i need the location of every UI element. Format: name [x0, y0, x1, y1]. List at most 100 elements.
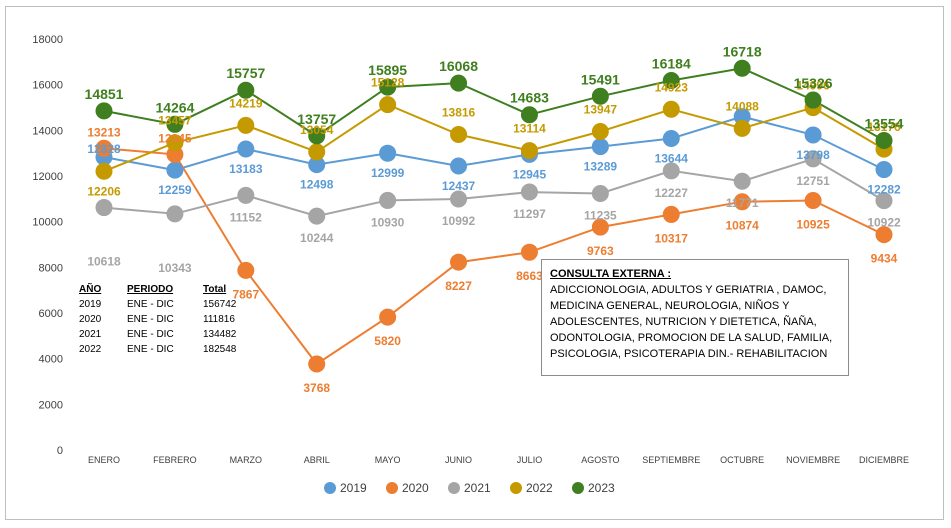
data-label-2021: 10618	[87, 255, 121, 269]
data-label-2020: 3768	[303, 381, 330, 395]
data-point-2022	[450, 126, 468, 144]
note-title: CONSULTA EXTERNA :	[550, 268, 671, 280]
data-label-2021: 11297	[513, 207, 546, 221]
data-point-2019	[166, 161, 184, 179]
y-tick-label: 18000	[32, 34, 63, 46]
data-label-2019: 12945	[513, 167, 547, 181]
data-point-2022	[95, 162, 113, 180]
y-tick-label: 6000	[39, 308, 63, 320]
data-point-2023	[733, 59, 751, 77]
data-point-2020	[95, 139, 113, 157]
data-label-2020: 10925	[796, 218, 830, 232]
note-line: PSICOLOGIA, PSICOTERAPIA DIN.- REHABILIT…	[550, 348, 828, 360]
legend-label-2022: 2022	[526, 481, 553, 495]
legend-label-2020: 2020	[402, 481, 429, 495]
data-point-2023	[520, 106, 538, 124]
series-layer	[95, 59, 893, 373]
data-point-2020	[662, 205, 680, 223]
legend-marker-2021	[448, 482, 460, 494]
data-point-2019	[379, 144, 397, 162]
data-label-2019: 12999	[371, 166, 405, 180]
data-point-2021	[450, 190, 468, 208]
x-tick-label: SEPTIEMBRE	[642, 455, 700, 465]
series-line-2020	[103, 147, 885, 366]
data-label-2019: 13798	[796, 148, 830, 162]
data-label-2020: 9763	[587, 244, 614, 258]
legend-label-2021: 2021	[464, 481, 491, 495]
data-label-2023: 13757	[297, 111, 336, 127]
x-tick-label: ENERO	[88, 455, 120, 465]
data-point-2020	[308, 355, 326, 373]
data-label-2019: 13644	[655, 151, 689, 165]
data-label-2021: 11771	[726, 196, 759, 210]
data-point-2023	[875, 132, 893, 150]
data-point-2020	[237, 261, 255, 279]
summary-total: 156742	[203, 299, 237, 310]
data-point-2020	[733, 193, 751, 211]
y-tick-label: 12000	[32, 171, 63, 183]
data-point-2019	[591, 138, 609, 156]
data-point-2023	[166, 115, 184, 133]
data-point-2020	[875, 226, 893, 244]
summary-total: 134482	[203, 329, 237, 340]
data-label-2022: 14088	[725, 99, 759, 113]
data-point-2021	[308, 207, 326, 225]
summary-total: 182548	[203, 344, 237, 355]
x-tick-label: MARZO	[230, 455, 263, 465]
data-label-2022: 15128	[371, 76, 405, 90]
data-label-2021: 10343	[158, 261, 192, 275]
legend-label-2019: 2019	[340, 481, 367, 495]
data-label-2022: 12206	[87, 184, 121, 198]
data-point-2020	[450, 253, 468, 271]
x-tick-label: ABRIL	[304, 455, 330, 465]
data-label-2023: 15491	[581, 71, 620, 87]
table-row: 2020 ENE - DIC 111816	[79, 313, 236, 328]
data-label-2021: 12751	[796, 174, 830, 188]
data-point-2019	[237, 140, 255, 158]
data-point-2021	[166, 205, 184, 223]
data-label-2021: 10922	[867, 216, 901, 230]
data-point-2022	[166, 134, 184, 152]
data-label-2022: 14219	[229, 96, 263, 110]
legend: 2019 2020 2021 2022 2023	[324, 481, 615, 495]
data-label-2019: 12437	[442, 179, 476, 193]
note-line: ADOLESCENTES, NUTRICION Y DIETETICA, ÑAÑ…	[550, 316, 817, 328]
legend-label-2023: 2023	[588, 481, 615, 495]
x-tick-label: MAYO	[375, 455, 401, 465]
data-point-2023	[804, 91, 822, 109]
data-label-2023: 15326	[794, 75, 833, 91]
data-label-2023: 14264	[155, 99, 194, 115]
data-label-2022: 13816	[442, 106, 476, 120]
y-tick-label: 16000	[32, 80, 63, 92]
summary-header-year: AÑO	[79, 284, 102, 295]
data-label-2020: 13213	[87, 125, 121, 139]
summary-header-row: AÑO PERIODO Total	[79, 283, 236, 298]
data-point-2022	[662, 100, 680, 118]
data-point-2020	[591, 218, 609, 236]
data-point-2019	[662, 129, 680, 147]
data-point-2023	[662, 71, 680, 89]
data-label-2023: 16184	[652, 55, 691, 71]
data-label-2023: 14851	[85, 86, 124, 102]
data-label-2023: 16718	[723, 43, 762, 59]
data-label-2019: 12828	[87, 142, 121, 156]
y-tick-label: 8000	[39, 262, 63, 274]
y-tick-label: 0	[57, 445, 63, 457]
data-label-2021: 11235	[584, 208, 617, 222]
data-point-2022	[308, 143, 326, 161]
data-label-2020: 8663	[516, 269, 543, 283]
data-point-2022	[237, 116, 255, 134]
data-point-2021	[95, 199, 113, 217]
table-row: 2019 ENE - DIC 156742	[79, 298, 236, 313]
series-line-2021	[103, 157, 885, 218]
series-line-2022	[103, 103, 885, 173]
data-label-2020: 7867	[232, 287, 259, 301]
y-tick-label: 4000	[39, 354, 63, 366]
data-point-2020	[520, 243, 538, 261]
data-label-2021: 10244	[300, 231, 334, 245]
summary-year: 2019	[79, 299, 102, 310]
data-point-2021	[804, 150, 822, 168]
data-point-2022	[520, 142, 538, 160]
note-line: ADICCIONOLOGIA, ADULTOS Y GERIATRIA , DA…	[550, 284, 827, 296]
table-row: 2022 ENE - DIC 182548	[79, 343, 236, 358]
